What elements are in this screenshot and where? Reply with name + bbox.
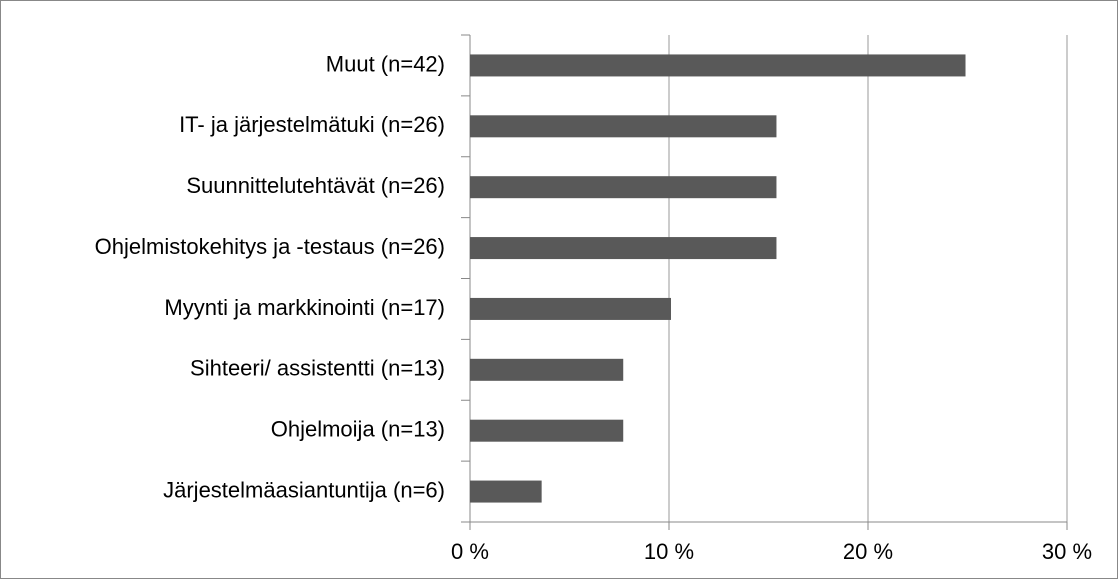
y-tick-label: Ohjelmoija (n=13) [271, 417, 445, 442]
y-tick-label: Myynti ja markkinointi (n=17) [164, 295, 445, 320]
bar [470, 419, 624, 442]
bar [470, 176, 777, 199]
y-tick-label: IT- ja järjestelmätuki (n=26) [179, 112, 445, 137]
bar [470, 297, 671, 320]
x-tick-label: 20 % [843, 539, 893, 564]
bar [470, 115, 777, 138]
y-tick-label: Sihteeri/ assistentti (n=13) [190, 356, 445, 381]
bar [470, 358, 624, 381]
y-tick-label: Muut (n=42) [326, 51, 445, 76]
x-tick-label: 10 % [644, 539, 694, 564]
x-tick-label: 0 % [451, 539, 489, 564]
y-tick-label: Suunnittelutehtävät (n=26) [186, 173, 445, 198]
y-tick-label: Ohjelmistokehitys ja -testaus (n=26) [95, 234, 445, 259]
bar [470, 54, 966, 77]
y-tick-label: Järjestelmäasiantuntija (n=6) [163, 477, 445, 502]
bar [470, 237, 777, 260]
x-tick-label: 30 % [1042, 539, 1092, 564]
bar [470, 480, 542, 503]
